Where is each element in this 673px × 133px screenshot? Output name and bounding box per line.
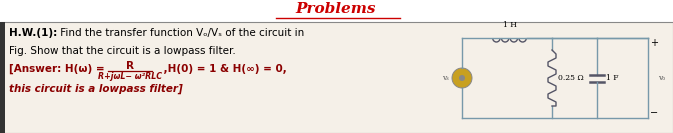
Text: 0.25 Ω: 0.25 Ω: [558, 74, 583, 82]
Circle shape: [459, 75, 465, 81]
Text: 1 F: 1 F: [606, 74, 618, 82]
Text: ,H(0) = 1 & H(∞) = 0,: ,H(0) = 1 & H(∞) = 0,: [160, 64, 287, 74]
Text: R+jωL− ω²RLC: R+jωL− ω²RLC: [98, 72, 162, 81]
Text: H.W.(1):: H.W.(1):: [9, 28, 57, 38]
Text: +: +: [650, 38, 658, 48]
Circle shape: [452, 68, 472, 88]
Text: Find the transfer function Vₒ/Vₛ of the circuit in: Find the transfer function Vₒ/Vₛ of the …: [57, 28, 304, 38]
Text: vₛ: vₛ: [442, 74, 449, 82]
Bar: [0, 22, 673, 133]
Text: vₒ: vₒ: [658, 74, 665, 82]
Text: Problems: Problems: [295, 2, 376, 16]
Text: 1 H: 1 H: [503, 21, 516, 29]
Bar: [0, 22, 5, 133]
Text: this circuit is a lowpass filter]: this circuit is a lowpass filter]: [9, 84, 183, 94]
Text: Fig. Show that the circuit is a lowpass filter.: Fig. Show that the circuit is a lowpass …: [9, 46, 236, 56]
Text: −: −: [650, 108, 658, 118]
Text: R: R: [126, 61, 134, 71]
Text: [Answer: H(ω) =: [Answer: H(ω) =: [9, 64, 104, 74]
